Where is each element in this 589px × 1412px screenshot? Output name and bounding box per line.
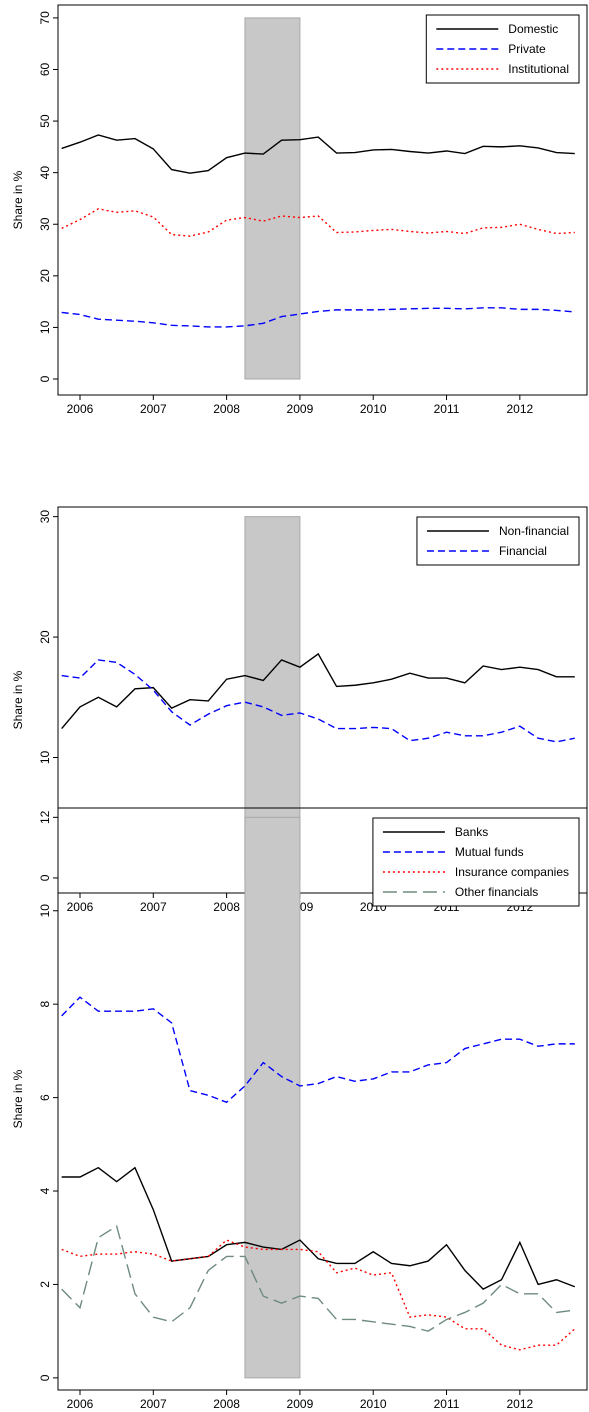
x-tick-label: 2012 [506,1397,533,1411]
y-tick-label: 30 [38,217,52,231]
y-tick-label: 0 [38,375,52,382]
series-line [61,996,575,1104]
legend-label: Insurance companies [455,865,569,879]
legend-label: Other financials [455,885,538,899]
y-axis-label: Share in % [11,670,25,729]
y-tick-label: 50 [38,114,52,128]
x-tick-label: 2008 [213,1397,240,1411]
x-tick-label: 2009 [287,1397,314,1411]
y-tick-label: 10 [38,904,52,918]
legend-box [416,516,580,566]
x-tick-label: 2006 [67,1397,94,1411]
series-line [61,1239,576,1351]
y-tick-label: 20 [38,630,52,644]
x-tick-label: 2011 [434,402,460,416]
series-line [61,1166,576,1290]
x-tick-label: 2007 [140,1397,167,1411]
shaded-period [244,17,301,380]
x-tick-label: 2006 [67,402,94,416]
plot-frame [57,506,588,894]
y-tick-label: 30 [38,510,52,524]
x-tick-label: 2006 [67,900,94,914]
y-tick-label: 70 [38,11,52,25]
y-tick-label: 60 [38,62,52,76]
shaded-period [244,816,301,1379]
y-tick-label: 2 [38,1281,52,1288]
x-tick-label: 2007 [140,402,167,416]
y-tick-label: 10 [38,320,52,334]
y-tick-label: 4 [38,1187,52,1194]
x-tick-label: 2011 [434,1397,460,1411]
y-tick-label: 10 [38,751,52,765]
x-tick-label: 2007 [140,900,167,914]
series-line [61,652,575,730]
y-tick-label: 8 [38,1001,52,1008]
legend-label: Institutional [508,62,569,76]
legend: Domestic Private Institutional [425,14,580,84]
y-tick-label: 0 [38,874,52,881]
y-tick-label: 6 [38,1094,52,1101]
y-tick-label: 20 [38,269,52,283]
plot-frame [57,4,588,396]
series-line [61,134,575,174]
legend-label: Mutual funds [455,845,524,859]
x-tick-label: 2008 [213,402,240,416]
y-tick-label: 0 [38,1374,52,1381]
series-line [61,307,575,328]
series-line [61,659,575,743]
legend: Banks Mutual funds Insurance companies Othe… [372,817,580,907]
legend: Non-financial Financial [416,516,580,566]
y-tick-label: 40 [38,166,52,180]
legend-label: Financial [499,544,547,558]
legend-label: Banks [455,825,488,839]
plot-frame [57,807,588,1391]
y-tick-label: 12 [38,810,52,824]
legend-label: Private [508,42,546,56]
chart-panel: 0 10 20 30 40 50 60 70 2006 2007 2008 2009 2010 2011 2… [11,4,588,416]
x-tick-label: 2010 [360,402,387,416]
x-tick-label: 2012 [506,402,533,416]
y-axis-label: Share in % [11,170,25,229]
chart-panel: 0 2 4 6 8 10 12 2006 2007 2008 2009 2010 2011 2012 Sha… [11,807,588,1411]
legend-label: Non-financial [499,524,569,538]
x-tick-label: 2009 [287,402,314,416]
x-tick-label: 2010 [360,1397,387,1411]
series-line [61,208,575,237]
legend-label: Domestic [508,22,558,36]
y-axis-label: Share in % [11,1069,25,1128]
x-tick-label: 2008 [213,900,240,914]
series-line [61,1224,575,1332]
